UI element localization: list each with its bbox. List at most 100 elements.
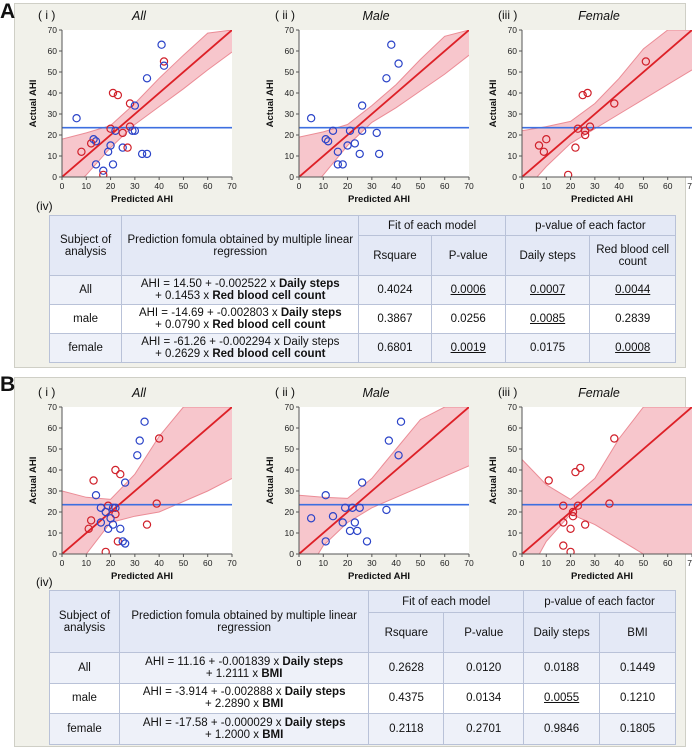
data-point-female	[571, 467, 580, 477]
x-tick-label: 50	[179, 558, 189, 568]
y-tick-label: 70	[285, 25, 295, 35]
cell-subject: male	[48, 304, 123, 334]
hdr-formula: Prediction fomula obtained by multiple l…	[118, 590, 370, 653]
table-row: female AHI = -61.26 + -0.002294 x Daily …	[48, 333, 676, 363]
plot-content	[62, 30, 232, 177]
data-point-female	[123, 143, 132, 152]
cell-subject: female	[49, 713, 120, 745]
cell-subject: female	[48, 333, 123, 363]
y-tick-label: 70	[508, 402, 518, 412]
data-point-female	[89, 476, 98, 485]
data-point-male	[394, 59, 403, 68]
data-point-male	[96, 518, 106, 527]
hdr-rsquare: Rsquare	[358, 235, 432, 276]
y-tick-label: 50	[285, 444, 295, 454]
y-tick-label: 50	[48, 444, 58, 454]
y-tick-label: 0	[289, 172, 294, 182]
cell-p-value: 0.0006	[430, 275, 506, 305]
x-tick-label: 0	[60, 558, 65, 568]
y-axis-label: Actual AHI	[265, 457, 276, 505]
data-point-male	[118, 537, 127, 546]
cell-factor1: 0.0188	[523, 652, 601, 684]
x-tick-label: 20	[566, 181, 576, 191]
cell-formula: AHI = 14.50 + -0.002522 x Daily steps + 0…	[121, 275, 360, 305]
cell-factor1: 0.0175	[504, 333, 591, 363]
fit-line	[299, 407, 469, 554]
data-point-female	[116, 470, 125, 479]
hdr-subject: Subject of analysis	[48, 215, 123, 276]
x-tick-label: 40	[391, 558, 401, 568]
data-point-male	[116, 524, 125, 534]
data-point-male	[157, 40, 166, 49]
data-point-female	[99, 170, 108, 177]
y-tick-label: 40	[48, 88, 58, 98]
data-point-male	[120, 478, 130, 487]
cell-formula: AHI = -61.26 + -0.002294 x Daily steps + …	[121, 333, 360, 363]
hdr-factor1: Daily steps	[504, 235, 591, 276]
x-axis-label: Predicted AHI	[571, 194, 633, 205]
data-point-female	[111, 509, 120, 519]
band-lower-edge	[85, 477, 232, 554]
cell-factor1: 0.9846	[523, 713, 601, 745]
x-tick-label: 10	[542, 558, 552, 568]
x-tick-label: 30	[590, 558, 600, 568]
data-point-male	[103, 524, 113, 534]
cell-factor2: 0.0008	[589, 333, 676, 363]
x-tick-label: 0	[297, 181, 302, 191]
data-point-male	[343, 141, 352, 150]
y-tick-label: 70	[48, 25, 58, 35]
x-tick-label: 30	[130, 181, 140, 191]
cell-subject: All	[48, 275, 123, 305]
plot-title: Female	[578, 386, 620, 400]
data-point-male	[101, 507, 110, 517]
data-point-male	[396, 417, 406, 426]
data-point-female	[568, 507, 578, 517]
data-point-female	[118, 128, 127, 138]
y-tick-label: 60	[285, 46, 295, 56]
data-point-male	[142, 74, 152, 83]
plot-label: ( ii )	[275, 8, 295, 22]
hdr-p-value: P-value	[443, 612, 525, 653]
data-point-male	[99, 166, 108, 175]
x-tick-label: 60	[440, 181, 450, 191]
data-point-male	[387, 40, 396, 49]
data-point-female	[610, 99, 619, 108]
y-tick-label: 60	[508, 423, 518, 433]
data-point-female	[142, 520, 152, 529]
data-point-female	[580, 520, 590, 529]
cell-factor2: 0.1210	[599, 682, 676, 715]
x-tick-label: 50	[639, 558, 649, 568]
y-tick-label: 20	[285, 130, 295, 140]
data-point-female	[573, 501, 583, 510]
data-point-male	[142, 149, 152, 159]
fit-line	[522, 407, 692, 554]
data-point-female	[559, 518, 568, 527]
data-point-male	[382, 505, 391, 515]
data-point-female	[610, 434, 619, 443]
cell-formula: AHI = -14.69 + -0.002803 x Daily steps + …	[121, 304, 360, 334]
x-axis-label: Predicted AHI	[348, 194, 410, 205]
y-tick-label: 0	[512, 172, 517, 182]
x-tick-label: 40	[154, 558, 164, 568]
band-lower-edge	[536, 69, 692, 177]
cell-rsquare: 0.4375	[368, 682, 445, 715]
x-tick-label: 10	[542, 181, 552, 191]
x-tick-label: 20	[106, 558, 116, 568]
data-point-male	[91, 137, 101, 146]
y-axis-label: Actual AHI	[28, 457, 39, 505]
plot-content	[299, 407, 469, 554]
x-tick-label: 50	[416, 181, 426, 191]
data-point-male	[140, 417, 149, 426]
band-upper-edge	[299, 30, 469, 138]
x-tick-label: 60	[663, 181, 673, 191]
data-point-male	[328, 512, 338, 521]
y-axis-label: Actual AHI	[265, 80, 276, 128]
data-point-female	[77, 147, 86, 156]
plot-title: All	[131, 386, 147, 400]
data-point-male	[321, 491, 330, 500]
data-point-female	[539, 147, 549, 156]
table-row: All AHI = 14.50 + -0.002522 x Daily step…	[48, 275, 676, 305]
hdr-factor1: Daily steps	[523, 612, 601, 653]
cell-rsquare: 0.4024	[358, 275, 432, 305]
x-tick-label: 50	[179, 181, 189, 191]
